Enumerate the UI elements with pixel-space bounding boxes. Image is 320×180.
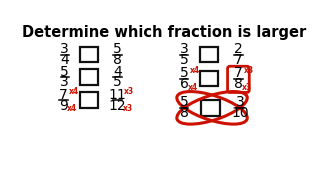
Bar xyxy=(200,47,218,62)
Text: 5: 5 xyxy=(180,53,188,67)
Text: 8: 8 xyxy=(234,77,243,91)
Text: x3: x3 xyxy=(123,104,133,113)
Bar xyxy=(80,93,98,108)
Text: x4: x4 xyxy=(67,104,77,113)
Text: x3: x3 xyxy=(244,66,254,75)
Text: x3: x3 xyxy=(124,87,134,96)
Text: 9: 9 xyxy=(59,98,68,112)
Text: 2: 2 xyxy=(234,42,243,56)
Text: 11: 11 xyxy=(108,88,126,102)
Text: x3: x3 xyxy=(242,83,252,92)
Bar xyxy=(80,69,98,85)
Text: 6: 6 xyxy=(180,77,188,91)
Text: x4: x4 xyxy=(69,87,79,96)
Text: 5: 5 xyxy=(180,66,188,80)
Text: 5: 5 xyxy=(113,42,122,56)
Text: 8: 8 xyxy=(113,53,122,67)
Text: Determine which fraction is larger: Determine which fraction is larger xyxy=(22,25,306,40)
Bar xyxy=(80,47,98,62)
Text: 3: 3 xyxy=(180,42,188,56)
Text: 10: 10 xyxy=(231,106,249,120)
Text: 8: 8 xyxy=(180,106,188,120)
Bar xyxy=(200,71,218,86)
Text: 3: 3 xyxy=(60,75,69,89)
Text: 7: 7 xyxy=(59,88,68,102)
Text: 3: 3 xyxy=(236,95,244,109)
Text: 5: 5 xyxy=(180,95,188,109)
Text: 7: 7 xyxy=(234,66,243,80)
Text: x4: x4 xyxy=(188,83,198,92)
Text: 12: 12 xyxy=(109,98,126,112)
Text: 3: 3 xyxy=(60,42,69,56)
Text: x4: x4 xyxy=(189,66,200,75)
Text: 4: 4 xyxy=(113,65,122,79)
Text: 4: 4 xyxy=(60,53,69,67)
Bar xyxy=(201,100,220,116)
Text: 5: 5 xyxy=(60,65,69,79)
Text: 5: 5 xyxy=(113,75,122,89)
Text: 7: 7 xyxy=(234,53,243,67)
